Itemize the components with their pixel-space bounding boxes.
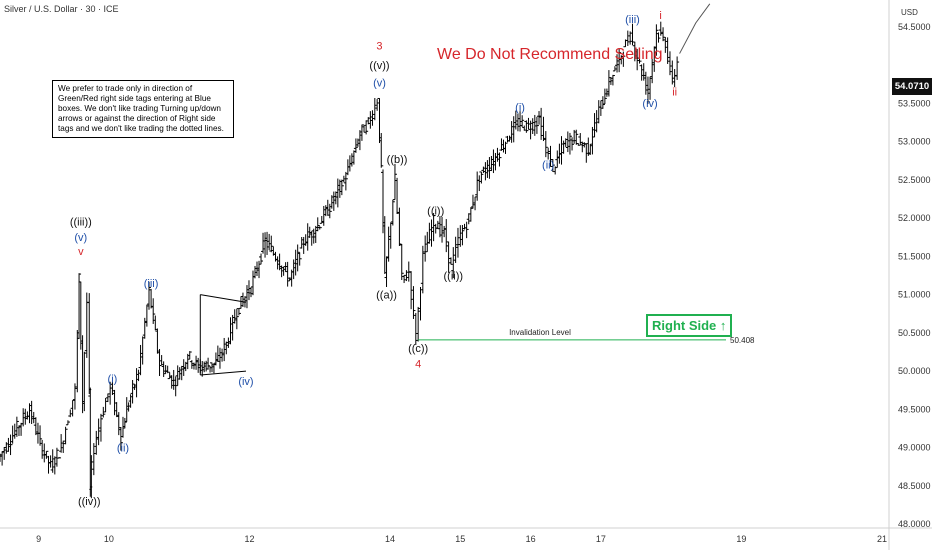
- right-side-tag: Right Side ↑: [646, 314, 733, 337]
- strategy-note: We prefer to trade only in direction of …: [52, 80, 234, 138]
- y-tick-label: 53.0000: [898, 137, 931, 147]
- wave-label: (v): [74, 232, 87, 244]
- y-tick-label: 50.5000: [898, 328, 931, 338]
- wave-label: i: [659, 10, 661, 22]
- y-tick-label: 48.5000: [898, 481, 931, 491]
- wave-label: ((c)): [408, 343, 428, 355]
- y-tick-label: 52.5000: [898, 175, 931, 185]
- projection-line: [679, 3, 711, 54]
- triangle-lower-line: [200, 370, 247, 376]
- current-price-tag: 54.0710: [892, 78, 932, 95]
- x-tick-label: 12: [244, 534, 254, 544]
- x-tick-label: 21: [877, 534, 887, 544]
- x-tick-label: 19: [736, 534, 746, 544]
- wave-label: (iii): [625, 14, 640, 26]
- y-tick-label: 50.0000: [898, 366, 931, 376]
- wave-label: ((a)): [376, 289, 397, 301]
- wave-label: v: [78, 246, 84, 258]
- x-tick-label: 17: [596, 534, 606, 544]
- y-tick-label: 51.0000: [898, 290, 931, 300]
- wave-label: ii: [672, 87, 677, 99]
- wave-label: (i): [515, 102, 525, 114]
- chart-header-title: Silver / U.S. Dollar · 30 · ICE: [4, 4, 119, 14]
- x-tick-label: 10: [104, 534, 114, 544]
- wave-label: ((i)): [427, 205, 444, 217]
- x-tick-label: 15: [455, 534, 465, 544]
- y-tick-label: 48.0000: [898, 519, 931, 529]
- invalidation-label: Invalidation Level: [509, 328, 571, 337]
- y-tick-label: 53.5000: [898, 98, 931, 108]
- wave-label: (ii): [542, 159, 554, 171]
- invalidation-value: 50.408: [730, 336, 755, 345]
- up-arrow-icon: ↑: [719, 318, 727, 333]
- currency-label: USD: [901, 8, 918, 17]
- wave-label: 3: [376, 41, 382, 53]
- right-side-label: Right Side: [652, 318, 717, 333]
- x-tick-label: 16: [526, 534, 536, 544]
- wave-label: (iv): [238, 376, 253, 388]
- wave-label: (v): [373, 77, 386, 89]
- y-tick-label: 54.5000: [898, 22, 931, 32]
- y-tick-label: 49.5000: [898, 404, 931, 414]
- y-tick-label: 51.5000: [898, 251, 931, 261]
- wave-label: (iii): [144, 278, 159, 290]
- y-tick-label: 52.0000: [898, 213, 931, 223]
- wave-label: 4: [415, 358, 421, 370]
- wave-label: ((ii)): [444, 270, 464, 282]
- x-tick-label: 14: [385, 534, 395, 544]
- y-tick-label: 49.0000: [898, 443, 931, 453]
- wave-label: (ii): [117, 442, 129, 454]
- triangle-upper-line: [200, 294, 247, 303]
- wave-label: ((iv)): [78, 496, 101, 508]
- x-tick-label: 9: [36, 534, 41, 544]
- wave-label: ((b)): [387, 154, 408, 166]
- wave-label: (iv): [642, 98, 657, 110]
- wave-label: (i): [108, 374, 118, 386]
- headline-text: We Do Not Recommend Selling: [437, 46, 663, 63]
- wave-label: ((v)): [369, 60, 389, 72]
- wave-label: ((iii)): [70, 217, 92, 229]
